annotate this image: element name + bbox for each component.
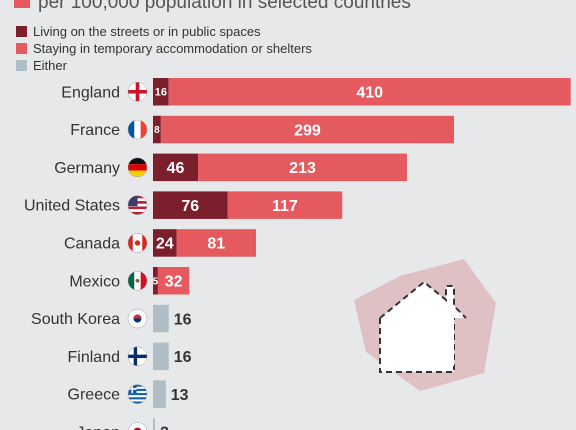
data-label-japan-either: 2 [160, 425, 169, 430]
data-label-france-staying: 299 [294, 122, 321, 139]
bar-france-staying [160, 115, 455, 144]
bar-france-living [153, 115, 161, 144]
data-label-usa-staying: 117 [272, 198, 298, 215]
data-label-england-staying: 410 [356, 85, 383, 102]
category-label-france: France [70, 122, 120, 139]
data-label-germany-living: 46 [167, 160, 185, 177]
legend-swatch-streets [16, 26, 27, 37]
flag-germany-icon [127, 157, 148, 178]
category-label-germany: Germany [54, 160, 120, 177]
category-label-canada: Canada [64, 235, 120, 252]
flag-south-korea-icon [127, 308, 148, 329]
bar-england-living [153, 78, 169, 106]
category-label-japan: Japan [76, 424, 120, 430]
chart-subtitle: per 100,000 population in selected count… [38, 0, 411, 13]
data-label-usa-living: 76 [181, 198, 199, 215]
legend-label-streets: Living on the streets or in public space… [33, 24, 261, 39]
legend-label-temporary: Staying in temporary accommodation or sh… [33, 41, 312, 56]
data-label-mexico-living: 5 [153, 276, 159, 287]
legend-swatch-temporary [16, 43, 27, 54]
bar-germany-living [153, 153, 199, 182]
category-label-greece: Greece [68, 387, 121, 404]
flag-japan-icon [127, 422, 148, 430]
legend: Living on the streets or in public space… [16, 24, 312, 73]
data-label-canada-living: 24 [156, 236, 174, 253]
bar-mexico-staying [157, 267, 190, 295]
data-label-finland-either: 16 [174, 349, 192, 366]
bar-greece-either [153, 380, 166, 408]
category-label-england: England [61, 84, 120, 101]
legend-label-either: Either [33, 58, 68, 73]
flag-greece-icon [127, 384, 148, 404]
data-label-germany-staying: 213 [289, 160, 316, 177]
flag-france-icon [127, 119, 148, 140]
flag-finland-icon [127, 346, 148, 367]
bar-finland-either [153, 342, 169, 371]
category-label-south-korea: South Korea [31, 311, 120, 328]
data-label-greece-either: 13 [171, 387, 189, 404]
category-label-finland: Finland [68, 349, 120, 366]
category-label-mexico: Mexico [69, 273, 120, 290]
flag-england-icon [127, 82, 148, 102]
bar-canada-living [153, 229, 177, 257]
bar-mexico-living [153, 267, 158, 295]
bar-japan-either [153, 418, 155, 430]
data-label-mexico-staying: 32 [165, 274, 183, 291]
data-label-canada-staying: 81 [207, 236, 225, 253]
bar-germany-staying [198, 153, 407, 182]
bar-england-staying [168, 78, 571, 106]
house-icon [354, 259, 496, 391]
data-label-south-korea-either: 16 [174, 311, 192, 328]
subtitle-marker [14, 0, 30, 8]
legend-swatch-either [16, 60, 27, 71]
bar-usa-staying [227, 191, 343, 219]
data-label-england-living: 16 [155, 87, 167, 99]
flag-canada-icon [127, 233, 148, 253]
data-label-france-living: 8 [154, 125, 160, 136]
flag-usa-icon [127, 195, 148, 215]
bar-usa-living [153, 191, 228, 219]
bar-canada-staying [176, 229, 256, 257]
bar-south-korea-either [153, 304, 169, 333]
category-label-usa: United States [24, 198, 120, 215]
flag-mexico-icon [127, 271, 148, 291]
